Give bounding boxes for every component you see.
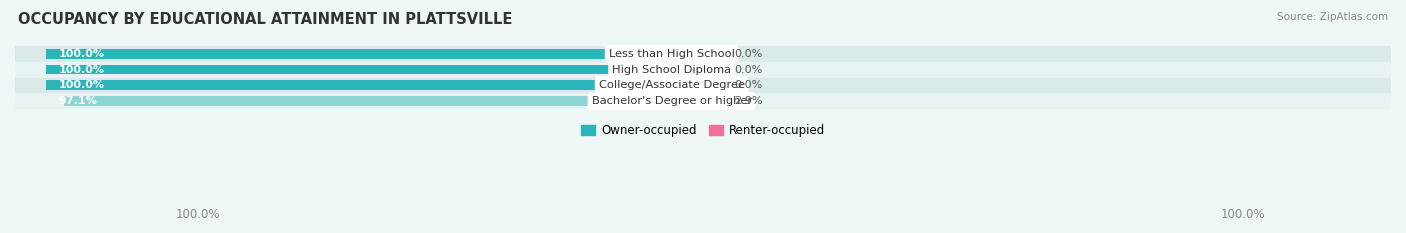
Text: 100.0%: 100.0% bbox=[176, 208, 221, 221]
Bar bbox=[672, 96, 690, 106]
Text: 2.9%: 2.9% bbox=[734, 96, 763, 106]
Bar bbox=[46, 49, 672, 59]
Text: 100.0%: 100.0% bbox=[59, 80, 105, 90]
Bar bbox=[46, 65, 672, 75]
Bar bbox=[672, 49, 721, 59]
Bar bbox=[65, 96, 672, 106]
Bar bbox=[672, 80, 721, 90]
FancyBboxPatch shape bbox=[15, 46, 1391, 62]
Text: 97.1%: 97.1% bbox=[59, 96, 97, 106]
FancyBboxPatch shape bbox=[15, 93, 1391, 109]
Text: Source: ZipAtlas.com: Source: ZipAtlas.com bbox=[1277, 12, 1388, 22]
Bar bbox=[46, 80, 672, 90]
Bar bbox=[672, 96, 721, 106]
Text: 0.0%: 0.0% bbox=[734, 49, 762, 59]
Text: OCCUPANCY BY EDUCATIONAL ATTAINMENT IN PLATTSVILLE: OCCUPANCY BY EDUCATIONAL ATTAINMENT IN P… bbox=[18, 12, 513, 27]
Text: High School Diploma: High School Diploma bbox=[612, 65, 731, 75]
Legend: Owner-occupied, Renter-occupied: Owner-occupied, Renter-occupied bbox=[576, 120, 830, 142]
Text: 0.0%: 0.0% bbox=[734, 80, 762, 90]
Text: 100.0%: 100.0% bbox=[1220, 208, 1265, 221]
Bar bbox=[672, 65, 721, 75]
FancyBboxPatch shape bbox=[15, 77, 1391, 93]
Text: 100.0%: 100.0% bbox=[59, 49, 105, 59]
Text: Less than High School: Less than High School bbox=[609, 49, 735, 59]
Text: 100.0%: 100.0% bbox=[59, 65, 105, 75]
Text: College/Associate Degree: College/Associate Degree bbox=[599, 80, 745, 90]
Text: 0.0%: 0.0% bbox=[734, 65, 762, 75]
FancyBboxPatch shape bbox=[15, 62, 1391, 77]
Text: Bachelor's Degree or higher: Bachelor's Degree or higher bbox=[592, 96, 752, 106]
